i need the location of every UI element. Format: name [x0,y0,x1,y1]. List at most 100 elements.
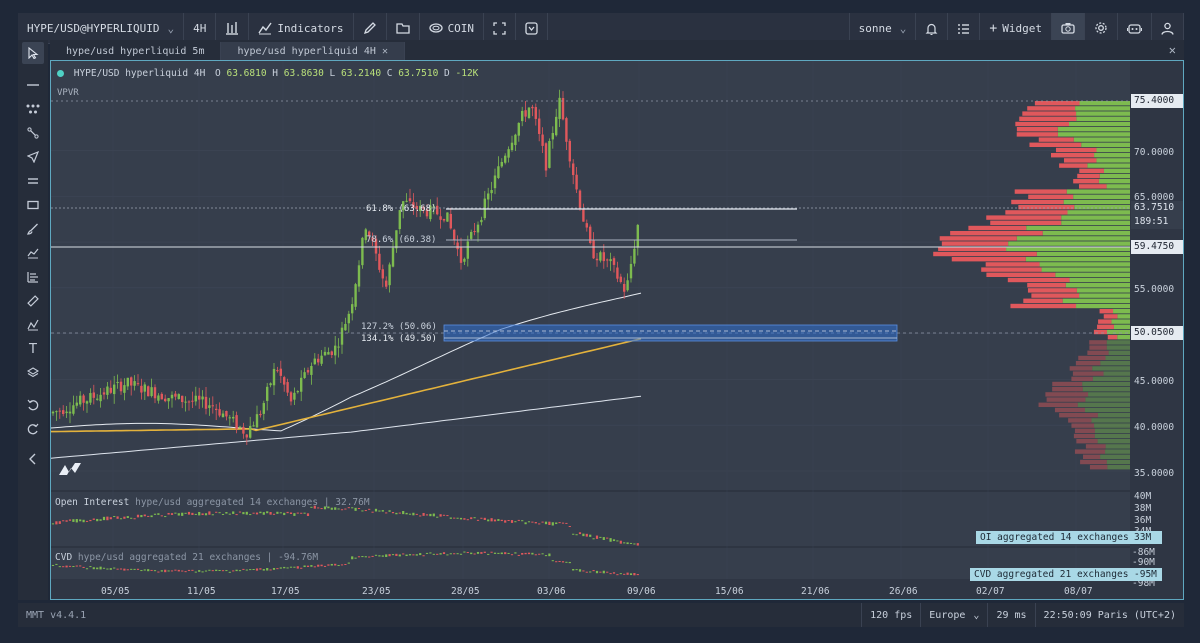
cvd-candle [575,569,578,571]
cvd-candle [68,565,72,567]
watchlist-button[interactable] [948,13,981,43]
candle [459,246,463,263]
cvd-candle [527,552,531,555]
cvd-candle [459,553,463,555]
trend-line-icon[interactable] [22,122,44,144]
vpvr-bar-down [1098,319,1112,324]
oi-candle [497,519,500,521]
vpvr-bar-down [1087,350,1109,355]
vpvr-bar-up [1105,355,1130,361]
download-button[interactable] [516,13,549,43]
oi-candle [65,520,68,522]
parallel-lines-icon[interactable] [22,170,44,192]
horizontal-line-icon[interactable] [22,74,44,96]
coin-button[interactable]: COIN [420,13,485,43]
candle [395,230,398,249]
layout-selector[interactable]: sonne ⌄ [848,13,917,43]
cvd-candle [548,553,551,557]
cvd-candle [62,566,65,568]
oi-candle [170,513,174,515]
cvd-candle [436,553,439,555]
line-chart-icon[interactable] [22,242,44,264]
folder-button[interactable] [387,13,420,43]
candles-icon [226,22,239,35]
cvd-candle [201,571,204,573]
text-icon[interactable]: T [29,341,37,357]
time-tick: 28/05 [451,586,480,597]
brush-icon[interactable] [22,218,44,240]
alerts-button[interactable] [916,13,949,43]
candle [555,116,558,136]
oi-candle [126,516,129,519]
chart-canvas[interactable]: 61.8% (63.68) 78.6% (60.38) 127.2% (50.0… [51,61,1183,599]
collapse-sidebar-icon[interactable] [22,448,44,470]
symbol-selector[interactable]: HYPE/USD@HYPERLIQUID ⌄ [18,13,185,43]
vpvr-bar-up [1100,361,1130,366]
time-tick: 05/05 [101,586,130,597]
price-box-level-b: 50.0500 [1131,326,1183,340]
pattern-icon[interactable] [22,314,44,336]
region-selector[interactable]: Europe ⌄ [920,603,987,627]
clock-label: 22:50:09 Paris (UTC+2) [1034,603,1184,627]
screenshot-button[interactable] [1052,13,1085,43]
cvd-candle [133,568,136,570]
oi-candle [582,533,585,537]
oi-candle [391,511,395,514]
fib-levels-icon[interactable] [22,266,44,288]
vpvr-bar-up [1106,184,1130,189]
ma-line-long [51,395,642,459]
chart-type-button[interactable] [216,13,250,43]
oi-candle [167,512,170,515]
ma-line-yellow [51,338,642,433]
bot-button[interactable] [1118,13,1152,43]
fib-zone[interactable] [443,324,898,342]
settings-button[interactable] [1085,13,1118,43]
add-widget-button[interactable]: + Widget [980,13,1052,43]
layers-icon[interactable] [22,362,44,384]
oi-candle [184,512,187,514]
tab-5m[interactable]: hype/usd hyperliquid 5m [50,42,222,60]
undo-icon[interactable] [22,394,44,416]
vpvr-bar-up [1076,111,1130,116]
vpvr-bar-down [1076,439,1098,444]
close-chart-icon[interactable]: ✕ [1168,43,1176,57]
oi-candle [232,511,235,514]
vpvr-bar-down [1027,106,1076,111]
vpvr-bar-up [1100,454,1130,459]
indicators-button[interactable]: Indicators [249,13,354,43]
tab-label: hype/usd hyperliquid 5m [66,45,205,57]
interval-button[interactable]: 4H [184,13,217,43]
oi-candle [595,535,599,539]
oi-candle [575,534,578,536]
chart-area[interactable]: 61.8% (63.68) 78.6% (60.38) 127.2% (50.0… [50,60,1184,600]
candle [337,346,340,348]
ruler-icon[interactable] [22,290,44,312]
draw-button[interactable] [354,13,387,43]
tab-label: hype/usd hyperliquid 4H [237,45,376,57]
oi-candle [218,512,221,514]
cvd-candle [378,555,381,557]
network-nodes-icon[interactable] [22,98,44,120]
vpvr-bar-down [1099,309,1114,314]
oi-candle [177,513,180,516]
candle [531,106,534,109]
cvd-candle [395,553,398,556]
cvd-candle [470,552,473,555]
tab-4h[interactable]: hype/usd hyperliquid 4H ✕ [221,42,405,60]
candle [245,434,248,438]
account-button[interactable] [1152,13,1184,43]
close-tab-icon[interactable]: ✕ [381,45,388,57]
oi-candle [303,512,306,514]
candle [585,223,588,228]
candle [85,401,89,404]
fullscreen-button[interactable] [484,13,517,43]
redo-icon[interactable] [22,418,44,440]
arrow-icon[interactable] [22,146,44,168]
candle [249,425,252,438]
cursor-icon[interactable] [22,42,44,64]
cvd-candle [198,570,201,572]
rectangle-icon[interactable] [22,194,44,216]
candle [269,383,272,386]
time-tick: 02/07 [976,586,1005,597]
vpvr-bar-up [1076,303,1130,309]
